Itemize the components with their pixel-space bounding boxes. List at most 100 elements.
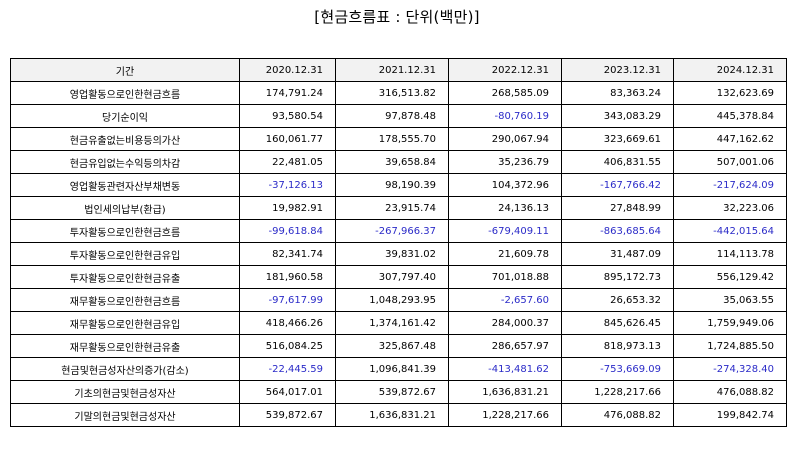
table-cell: -442,015.64 bbox=[673, 219, 787, 243]
table-cell: 1,636,831.21 bbox=[448, 380, 562, 404]
row-label: 영업활동으로인한현금흐름 bbox=[10, 81, 240, 105]
table-cell: 1,759,949.06 bbox=[673, 311, 787, 335]
table-body: 영업활동으로인한현금흐름 174,791.24 316,513.82 268,585.… bbox=[10, 81, 787, 427]
table-cell: 178,555.70 bbox=[335, 127, 449, 151]
table-cell: -217,624.09 bbox=[673, 173, 787, 197]
row-label: 재무활동으로인한현금흐름 bbox=[10, 288, 240, 312]
table-cell: 114,113.78 bbox=[673, 242, 787, 266]
table-cell: -99,618.84 bbox=[239, 219, 336, 243]
table-cell: 895,172.73 bbox=[561, 265, 674, 289]
table-row: 투자활동으로인한현금유출 181,960.58 307,797.40 701,018.… bbox=[10, 265, 787, 289]
table-cell: 1,636,831.21 bbox=[335, 403, 449, 427]
table-cell: 539,872.67 bbox=[239, 403, 336, 427]
table-cell: -22,445.59 bbox=[239, 357, 336, 381]
table-row: 재무활동으로인한현금유출 516,084.25 325,867.48 286,657.… bbox=[10, 334, 787, 358]
page-title: [현금흐름표 : 단위(백만)] bbox=[314, 8, 480, 26]
column-header-year: 2023.12.31 bbox=[561, 58, 674, 82]
table-cell: 97,878.48 bbox=[335, 104, 449, 128]
table-cell: 1,228,217.66 bbox=[448, 403, 562, 427]
table-row: 기말의현금및현금성자산 539,872.67 1,636,831.21 1,228,2… bbox=[10, 403, 787, 427]
table-row: 현금및현금성자산의증가(감소) -22,445.59 1,096,841.39 -41… bbox=[10, 357, 787, 381]
table-cell: 406,831.55 bbox=[561, 150, 674, 174]
table-cell: -863,685.64 bbox=[561, 219, 674, 243]
table-cell: -37,126.13 bbox=[239, 173, 336, 197]
row-label: 투자활동으로인한현금흐름 bbox=[10, 219, 240, 243]
table-cell: 818,973.13 bbox=[561, 334, 674, 358]
row-label: 당기순이익 bbox=[10, 104, 240, 128]
row-label: 현금유입없는수익등의차감 bbox=[10, 150, 240, 174]
table-cell: 516,084.25 bbox=[239, 334, 336, 358]
row-label: 현금및현금성자산의증가(감소) bbox=[10, 357, 240, 381]
cash-flow-table: 기간 2020.12.31 2021.12.31 2022.12.31 2023… bbox=[10, 58, 787, 427]
table-cell: 35,236.79 bbox=[448, 150, 562, 174]
table-row: 법인세의납부(환급) 19,982.91 23,915.74 24,136.13 27,… bbox=[10, 196, 787, 220]
table-cell: 564,017.01 bbox=[239, 380, 336, 404]
table-cell: 174,791.24 bbox=[239, 81, 336, 105]
row-label: 현금유출없는비용등의가산 bbox=[10, 127, 240, 151]
row-label: 재무활동으로인한현금유출 bbox=[10, 334, 240, 358]
table-cell: -267,966.37 bbox=[335, 219, 449, 243]
row-label: 투자활동으로인한현금유입 bbox=[10, 242, 240, 266]
column-header-period: 기간 bbox=[10, 58, 240, 82]
table-cell: 845,626.45 bbox=[561, 311, 674, 335]
table-cell: -2,657.60 bbox=[448, 288, 562, 312]
table-cell: 23,915.74 bbox=[335, 196, 449, 220]
table-cell: 316,513.82 bbox=[335, 81, 449, 105]
table-cell: 21,609.78 bbox=[448, 242, 562, 266]
table-cell: 445,378.84 bbox=[673, 104, 787, 128]
table-cell: 476,088.82 bbox=[561, 403, 674, 427]
table-cell: 32,223.06 bbox=[673, 196, 787, 220]
table-cell: 476,088.82 bbox=[673, 380, 787, 404]
table-cell: 39,831.02 bbox=[335, 242, 449, 266]
table-cell: 556,129.42 bbox=[673, 265, 787, 289]
table-row: 투자활동으로인한현금유입 82,341.74 39,831.02 21,609.78 3… bbox=[10, 242, 787, 266]
column-header-year: 2021.12.31 bbox=[335, 58, 449, 82]
table-row: 투자활동으로인한현금흐름 -99,618.84 -267,966.37 -679,40… bbox=[10, 219, 787, 243]
table-cell: 268,585.09 bbox=[448, 81, 562, 105]
table-cell: 27,848.99 bbox=[561, 196, 674, 220]
row-label: 투자활동으로인한현금유출 bbox=[10, 265, 240, 289]
table-cell: 181,960.58 bbox=[239, 265, 336, 289]
table-cell: 284,000.37 bbox=[448, 311, 562, 335]
table-cell: 1,374,161.42 bbox=[335, 311, 449, 335]
table-cell: 701,018.88 bbox=[448, 265, 562, 289]
table-row: 당기순이익 93,580.54 97,878.48 -80,760.19 343,083… bbox=[10, 104, 787, 128]
table-cell: 1,048,293.95 bbox=[335, 288, 449, 312]
table-cell: 104,372.96 bbox=[448, 173, 562, 197]
table-cell: 98,190.39 bbox=[335, 173, 449, 197]
table-cell: -413,481.62 bbox=[448, 357, 562, 381]
row-label: 재무활동으로인한현금유입 bbox=[10, 311, 240, 335]
table-cell: 1,096,841.39 bbox=[335, 357, 449, 381]
table-cell: -753,669.09 bbox=[561, 357, 674, 381]
table-row: 현금유출없는비용등의가산 160,061.77 178,555.70 290,067.… bbox=[10, 127, 787, 151]
table-cell: 160,061.77 bbox=[239, 127, 336, 151]
table-cell: 323,669.61 bbox=[561, 127, 674, 151]
table-cell: -274,328.40 bbox=[673, 357, 787, 381]
table-cell: -97,617.99 bbox=[239, 288, 336, 312]
table-cell: 19,982.91 bbox=[239, 196, 336, 220]
table-cell: 24,136.13 bbox=[448, 196, 562, 220]
table-cell: 290,067.94 bbox=[448, 127, 562, 151]
table-cell: 507,001.06 bbox=[673, 150, 787, 174]
row-label: 기초의현금및현금성자산 bbox=[10, 380, 240, 404]
table-row: 영업활동관련자산부채변동 -37,126.13 98,190.39 104,372.9… bbox=[10, 173, 787, 197]
table-row: 재무활동으로인한현금유입 418,466.26 1,374,161.42 284,00… bbox=[10, 311, 787, 335]
table-cell: 1,724,885.50 bbox=[673, 334, 787, 358]
table-cell: 35,063.55 bbox=[673, 288, 787, 312]
table-cell: -167,766.42 bbox=[561, 173, 674, 197]
table-cell: 93,580.54 bbox=[239, 104, 336, 128]
table-row: 영업활동으로인한현금흐름 174,791.24 316,513.82 268,585.… bbox=[10, 81, 787, 105]
table-cell: 325,867.48 bbox=[335, 334, 449, 358]
table-cell: 286,657.97 bbox=[448, 334, 562, 358]
table-row: 기초의현금및현금성자산 564,017.01 539,872.67 1,636,831… bbox=[10, 380, 787, 404]
table-cell: 83,363.24 bbox=[561, 81, 674, 105]
table-cell: 343,083.29 bbox=[561, 104, 674, 128]
table-cell: 132,623.69 bbox=[673, 81, 787, 105]
table-cell: 22,481.05 bbox=[239, 150, 336, 174]
table-row: 재무활동으로인한현금흐름 -97,617.99 1,048,293.95 -2,657… bbox=[10, 288, 787, 312]
table-cell: 199,842.74 bbox=[673, 403, 787, 427]
table-cell: 31,487.09 bbox=[561, 242, 674, 266]
table-cell: 1,228,217.66 bbox=[561, 380, 674, 404]
table-cell: -679,409.11 bbox=[448, 219, 562, 243]
table-cell: -80,760.19 bbox=[448, 104, 562, 128]
